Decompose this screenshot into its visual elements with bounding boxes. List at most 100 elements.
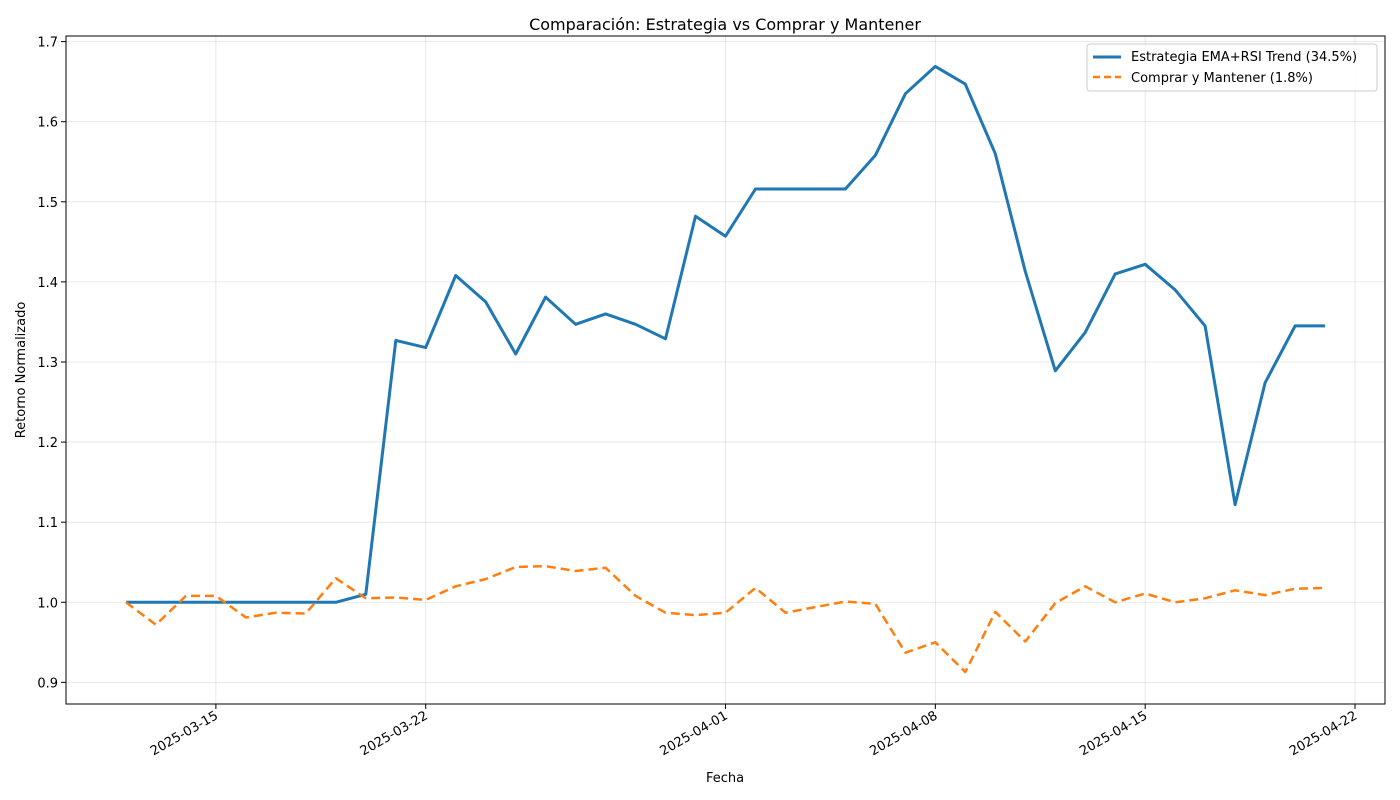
series-0-point-11 [455, 275, 456, 276]
series-1-point-3 [215, 595, 216, 596]
series-0-point-30 [1025, 271, 1026, 272]
series-0-point-18 [665, 338, 666, 339]
x-axis-label: Fecha [706, 771, 744, 786]
series-0-point-2 [185, 602, 186, 603]
series-1-point-22 [785, 612, 786, 613]
series-0-point-9 [395, 340, 396, 341]
y-tick-label-3: 1.2 [37, 436, 58, 451]
series-0-point-38 [1265, 382, 1266, 383]
x-tick-label-0: 2025-03-15 [148, 708, 221, 759]
series-0-point-36 [1205, 325, 1206, 326]
series-0-point-23 [815, 189, 816, 190]
series-1-point-2 [185, 595, 186, 596]
series-1-point-16 [605, 567, 606, 568]
series-1-point-31 [1055, 603, 1056, 604]
series-0-point-14 [545, 297, 546, 298]
series-0-point-20 [725, 236, 726, 237]
series-1-point-4 [245, 617, 246, 618]
y-tick-label-7: 1.6 [37, 116, 58, 131]
series-1-point-26 [905, 652, 906, 653]
series-0-point-12 [485, 301, 486, 302]
series-0-point-22 [785, 189, 786, 190]
x-tick-label-2: 2025-04-01 [658, 708, 731, 759]
series-0-point-8 [365, 594, 366, 595]
legend-label-estrategia: Estrategia EMA+RSI Trend (34.5%) [1131, 50, 1357, 65]
series-0-point-3 [215, 602, 216, 603]
y-tick-label-8: 1.7 [37, 36, 58, 51]
series-1-point-6 [305, 613, 306, 614]
series-1-point-14 [545, 566, 546, 567]
series-0-point-28 [965, 84, 966, 85]
series-0-point-5 [275, 602, 276, 603]
series-1-point-39 [1295, 588, 1296, 589]
series-1-point-28 [965, 672, 966, 673]
series-1-point-25 [875, 603, 876, 604]
series-1-point-36 [1205, 598, 1206, 599]
series-0-point-1 [155, 602, 156, 603]
y-tick-label-1: 1.0 [37, 596, 58, 611]
series-1-point-9 [395, 597, 396, 598]
series-line-1 [125, 564, 1326, 674]
y-tick-label-2: 1.1 [37, 516, 58, 531]
series-1-point-33 [1115, 602, 1116, 603]
x-tick-label-3: 2025-04-08 [867, 708, 940, 759]
series-1-point-34 [1145, 593, 1146, 594]
series-0-point-17 [635, 324, 636, 325]
series-1-point-8 [365, 598, 366, 599]
series-1-point-29 [995, 611, 996, 612]
chart-title: Comparación: Estrategia vs Comprar y Man… [529, 15, 921, 34]
series-0-point-25 [875, 155, 876, 156]
series-0-point-27 [935, 66, 936, 67]
series-1-point-27 [935, 642, 936, 643]
series-0-point-21 [755, 189, 756, 190]
y-axis: 0.9 1.0 1.1 1.2 1.3 1.4 1.5 1.6 1.7 [37, 36, 66, 691]
series-1-point-18 [665, 612, 666, 613]
series-0-point-7 [335, 602, 336, 603]
series-0-point-10 [425, 347, 426, 348]
series-0-point-40 [1325, 325, 1326, 326]
series-0-point-13 [515, 354, 516, 355]
series-1-point-7 [335, 578, 336, 579]
series-line-0 [126, 64, 1325, 604]
series-0-point-6 [305, 602, 306, 603]
series-0-point-31 [1055, 370, 1056, 371]
series-1-point-13 [515, 567, 516, 568]
y-tick-label-4: 1.3 [37, 356, 58, 371]
series-0-point-32 [1085, 332, 1086, 333]
grid [66, 36, 1385, 704]
series-1-point-20 [725, 612, 726, 613]
x-tick-label-4: 2025-04-15 [1077, 708, 1150, 759]
x-axis: 2025-03-15 2025-03-22 2025-04-01 2025-04-08… [148, 704, 1360, 759]
series-0-point-15 [575, 324, 576, 325]
series-1-point-32 [1085, 586, 1086, 587]
y-tick-label-0: 0.9 [37, 676, 58, 691]
series-0-point-26 [905, 93, 906, 94]
series-1-point-15 [575, 571, 576, 572]
series-0-point-24 [845, 189, 846, 190]
series-1-point-19 [695, 615, 696, 616]
x-tick-label-5: 2025-04-22 [1287, 708, 1360, 759]
series-0-point-4 [245, 602, 246, 603]
series-1-point-10 [425, 599, 426, 600]
series-1-point-1 [155, 624, 156, 625]
legend-box [1086, 43, 1378, 92]
series-1-point-40 [1325, 587, 1326, 588]
series-0-point-29 [995, 153, 996, 154]
series-0-point-37 [1235, 504, 1236, 505]
x-tick-label-1: 2025-03-22 [358, 708, 431, 759]
y-axis-label: Retorno Normalizado [14, 302, 29, 439]
series-1-point-11 [455, 586, 456, 587]
y-tick-label-5: 1.4 [37, 276, 58, 291]
series-1-point-0 [126, 602, 127, 603]
series-1-point-12 [485, 579, 486, 580]
series-1-point-35 [1175, 602, 1176, 603]
y-tick-label-6: 1.5 [37, 196, 58, 211]
series-0-point-35 [1175, 289, 1176, 290]
series-0-point-39 [1295, 325, 1296, 326]
series-1-point-38 [1265, 595, 1266, 596]
series-0-point-33 [1115, 273, 1116, 274]
series-1-point-21 [755, 587, 756, 588]
series-0-point-34 [1145, 264, 1146, 265]
legend: Estrategia EMA+RSI Trend (34.5%) Comprar… [1086, 43, 1378, 92]
